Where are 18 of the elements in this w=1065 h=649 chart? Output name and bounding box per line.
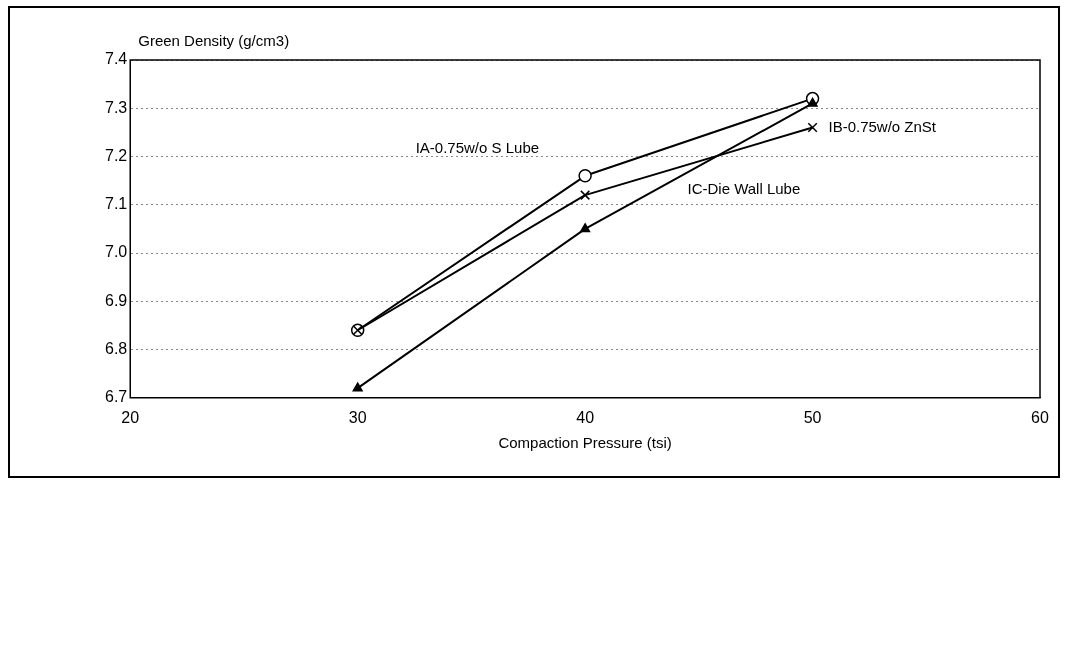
x-tick-label: 50 (803, 408, 822, 426)
series-label: IC-Die Wall Lube (687, 180, 801, 198)
y-tick-label: 6.8 (104, 339, 128, 357)
y-tick-label: 7.3 (104, 98, 128, 116)
y-tick-label: 7.0 (104, 243, 128, 261)
x-tick-label: 40 (576, 408, 595, 426)
x-tick-label: 60 (1031, 408, 1049, 426)
x-tick-label: 20 (121, 408, 140, 426)
x-tick-label: 30 (348, 408, 367, 426)
x-axis-title: Compaction Pressure (tsi) (498, 434, 672, 452)
y-axis-title: Green Density (g/cm3) (138, 32, 290, 50)
series-label: IB-0.75w/o ZnSt (828, 117, 937, 135)
y-tick-label: 6.9 (104, 291, 128, 309)
y-tick-label: 7.2 (104, 146, 128, 164)
y-tick-label: 6.7 (104, 388, 128, 406)
y-tick-label: 7.4 (104, 50, 128, 68)
y-tick-label: 7.1 (104, 195, 128, 213)
text: IA-0.75w/o S Lube (415, 139, 540, 157)
